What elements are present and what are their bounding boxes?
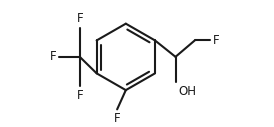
Text: F: F: [76, 89, 83, 102]
Text: F: F: [114, 112, 121, 125]
Text: F: F: [213, 34, 219, 47]
Text: F: F: [50, 50, 57, 64]
Text: OH: OH: [179, 85, 197, 98]
Text: F: F: [76, 12, 83, 25]
